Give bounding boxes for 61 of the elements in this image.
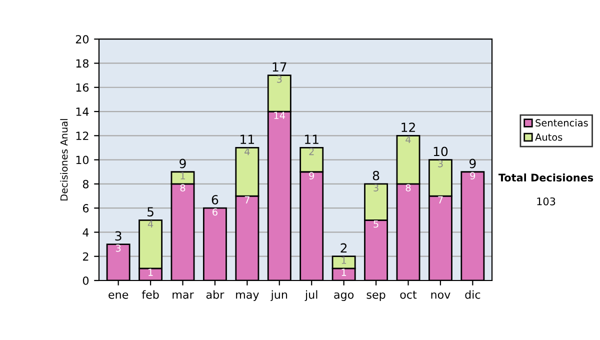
data-label: 8 [180, 184, 186, 192]
text: Total Decisiones [498, 173, 594, 182]
data-label: 8 [406, 184, 411, 192]
data-label: 7 [438, 196, 443, 204]
x-tick-label: ene [108, 292, 128, 299]
data-label: 3 [438, 160, 443, 168]
x-tick-label: ago [334, 292, 354, 301]
legend-label: Sentencias [536, 118, 588, 127]
x-tick-label: oct [400, 290, 417, 299]
data-label: 4 [406, 136, 411, 144]
total-label: 5 [148, 207, 154, 217]
data-label: 1 [342, 268, 346, 276]
y-tick-label: 14 [76, 108, 89, 116]
data-label: 4 [148, 220, 154, 228]
data-label: 1 [342, 256, 346, 264]
y-tick-label: 16 [76, 83, 89, 92]
y-tick-label: 6 [82, 204, 89, 212]
text: 103 [537, 197, 556, 206]
total-label: 8 [372, 170, 380, 180]
y-tick-label: 10 [76, 156, 89, 164]
total-label: 11 [305, 134, 318, 144]
data-label: 7 [244, 196, 250, 204]
data-label: 9 [309, 172, 314, 180]
data-label: 3 [277, 75, 282, 83]
data-label: 2 [309, 148, 314, 156]
total-label: 10 [434, 146, 448, 156]
y-tick-label: 8 [82, 180, 89, 188]
y-tick-label: 18 [76, 59, 89, 68]
total-label: 2 [340, 243, 347, 253]
total-label: 9 [180, 158, 186, 168]
total-label: 17 [272, 62, 286, 72]
data-label: 3 [374, 184, 378, 192]
x-tick-label: may [236, 292, 259, 301]
y-tick-label: 20 [76, 35, 89, 44]
data-label: 5 [374, 220, 378, 228]
x-tick-label: sep [366, 292, 386, 301]
data-label: 1 [148, 268, 153, 276]
total-label: 3 [115, 231, 122, 241]
total-label: 9 [469, 158, 476, 168]
x-tick-label: abr [206, 290, 224, 299]
y-tick-label: 4 [82, 228, 89, 236]
x-tick-label: jun [270, 290, 288, 301]
legend-label: Autos [535, 134, 562, 141]
x-tick-label: nov [431, 292, 450, 299]
total-label: 6 [212, 194, 218, 204]
x-tick-label: mar [172, 292, 194, 299]
total-label: 11 [240, 134, 254, 144]
y-axis-title: Decisiones Anual [60, 119, 68, 200]
x-tick-label: jul [304, 290, 318, 301]
x-tick-label: dic [465, 290, 480, 299]
data-label: 9 [470, 172, 476, 180]
data-label: 6 [212, 208, 218, 216]
y-tick-label: 0 [82, 276, 89, 285]
x-tick-label: feb [142, 290, 159, 299]
data-label: 14 [274, 112, 286, 119]
y-tick-label: 2 [83, 252, 88, 261]
total-label: 12 [402, 122, 415, 132]
data-label: 4 [244, 148, 250, 156]
y-tick-label: 12 [76, 132, 88, 140]
data-label: 1 [180, 172, 185, 180]
data-label: 3 [116, 244, 121, 252]
